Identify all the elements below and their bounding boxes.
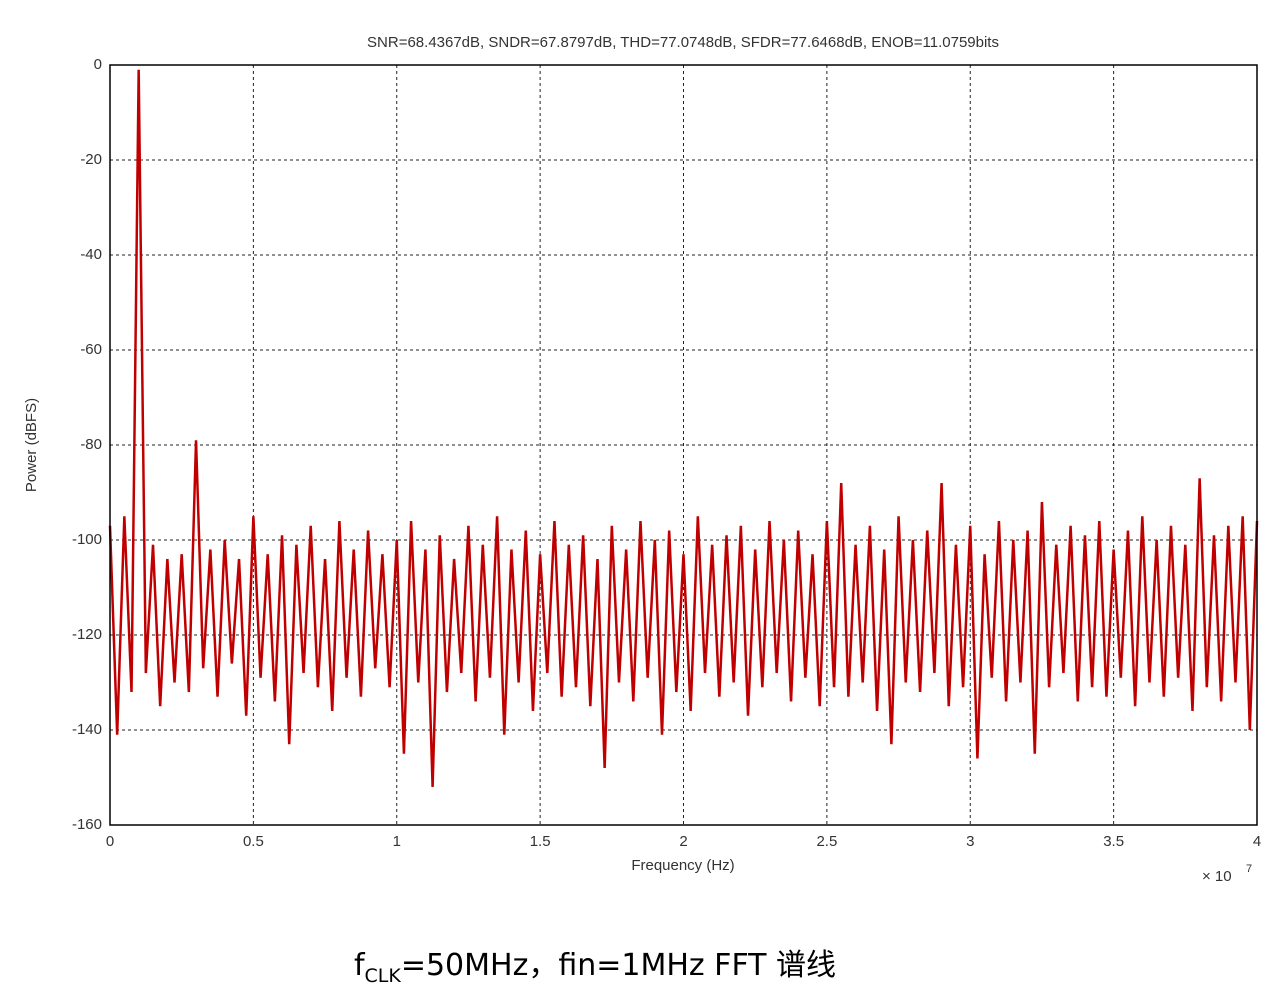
caption-f: f: [353, 948, 365, 983]
x-tick-label: 1.5: [530, 833, 551, 850]
y-axis-label: Power (dBFS): [23, 398, 40, 492]
x-tick-label: 0.5: [243, 833, 264, 850]
chart: SNR=68.4367dB, SNDR=67.8797dB, THD=77.07…: [23, 34, 1261, 885]
y-tick-label: -160: [72, 816, 102, 833]
caption-sub: CLK: [364, 965, 401, 987]
x-tick-label: 3.5: [1103, 833, 1124, 850]
x-tick-label: 1: [393, 833, 401, 850]
y-tick-label: -60: [80, 341, 102, 358]
caption: fCLK=50MHz，fin=1MHz FFT 谱线: [0, 940, 1190, 987]
plot-frame: [109, 64, 1258, 826]
x-tick-label: 2: [679, 833, 687, 850]
caption-text: =50MHz，fin=1MHz FFT 谱线: [400, 948, 837, 983]
x-tick-label: 2.5: [816, 833, 837, 850]
y-tick-label: -80: [80, 436, 102, 453]
y-tick-label: -100: [72, 531, 102, 548]
x-tick-label: 3: [966, 833, 974, 850]
spectrum-line: [108, 69, 1259, 788]
x-exponent: 7: [1246, 863, 1252, 875]
y-tick-label: -20: [80, 151, 102, 168]
x-multiplier: × 10: [1202, 868, 1232, 885]
x-tick-label: 4: [1253, 833, 1261, 850]
x-tick-label: 0: [106, 833, 114, 850]
y-tick-label: 0: [94, 56, 102, 73]
x-axis-label: Frequency (Hz): [631, 857, 734, 874]
chart-title: SNR=68.4367dB, SNDR=67.8797dB, THD=77.07…: [367, 34, 999, 51]
y-tick-label: -120: [72, 626, 102, 643]
y-tick-label: -140: [72, 721, 102, 738]
y-tick-label: -40: [80, 246, 102, 263]
